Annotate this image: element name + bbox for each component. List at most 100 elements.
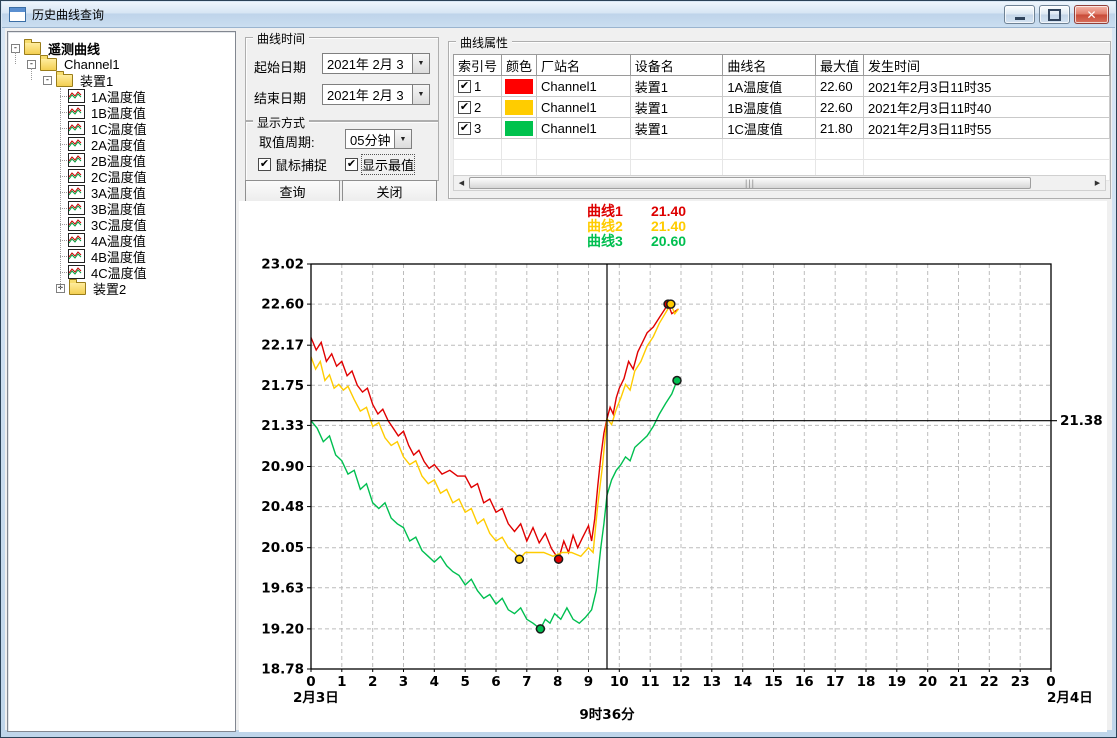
end-date-dropdown-button[interactable]: ▼: [412, 85, 429, 104]
row-checkbox-icon[interactable]: ✔: [458, 101, 471, 114]
x-tick-label: 0: [306, 674, 315, 690]
period-dropdown-button[interactable]: ▼: [394, 130, 411, 148]
device-cell: 装置1: [630, 76, 723, 97]
tree-root-label: 遥测曲线: [46, 39, 102, 58]
folder-open-icon: [24, 42, 41, 55]
chevron-down-icon: ▼: [400, 136, 407, 143]
column-header-2[interactable]: 颜色: [502, 55, 537, 76]
x-tick-label: 12: [672, 674, 691, 690]
history-chart[interactable]: 23.0222.6022.1721.7521.3320.9020.4820.05…: [251, 249, 1111, 731]
tree-connector-stub: [60, 208, 67, 209]
time-cell: 2021年2月3日11时35: [864, 76, 1110, 97]
end-date-label: 结束日期: [254, 88, 306, 107]
tree-connector-stub: [60, 272, 67, 273]
minimize-icon: [1015, 17, 1025, 20]
end-date-combo[interactable]: 2021年 2月 3 ▼: [322, 84, 430, 105]
scroll-thumb[interactable]: |||: [469, 177, 1031, 189]
row-index: 1: [474, 79, 481, 94]
x-tick-label: 15: [764, 674, 783, 690]
index-cell[interactable]: ✔1: [454, 76, 502, 97]
table-empty-row: [454, 139, 1110, 160]
window: 历史曲线查询 ✕ -遥测曲线-Channel1-装置11A温度值1B温度值1C温…: [0, 0, 1117, 738]
close-action-button[interactable]: 关闭: [342, 180, 437, 203]
column-header-6[interactable]: 最大值: [816, 55, 864, 76]
show-extremes-label: 显示最值: [362, 155, 414, 174]
color-swatch: [505, 79, 533, 94]
max-cell: 22.60: [816, 97, 864, 118]
scroll-left-icon: ◀: [459, 179, 464, 187]
period-combo[interactable]: 05分钟 ▼: [345, 129, 412, 149]
x-start-date-label: 2月3日: [293, 690, 339, 706]
curve-icon: [68, 153, 85, 167]
table-row[interactable]: ✔3Channel1装置11C温度值21.802021年2月3日11时55: [454, 118, 1110, 139]
empty-cell: [723, 139, 816, 160]
tree-connector-stub: [60, 176, 67, 177]
tree-item-telemetry-curves[interactable]: -遥测曲线: [8, 40, 235, 56]
legend-name: 曲线1: [587, 204, 643, 219]
group-curve-properties: 曲线属性 索引号颜色厂站名设备名曲线名最大值发生时间✔1Channel1装置11…: [448, 41, 1111, 199]
scroll-left-button[interactable]: ◀: [454, 176, 469, 190]
legend-value: 21.40: [651, 204, 686, 219]
column-header-5[interactable]: 曲线名: [723, 55, 816, 76]
curve-cell: 1A温度值: [723, 76, 816, 97]
chevron-down-icon: ▼: [418, 91, 425, 98]
max-cell: 21.80: [816, 118, 864, 139]
empty-cell: [864, 139, 1110, 160]
color-swatch: [505, 100, 533, 115]
collapse-icon[interactable]: -: [43, 76, 52, 85]
tree-item-device2[interactable]: +装置2: [8, 280, 235, 296]
curve-icon: [68, 121, 85, 135]
column-header-4[interactable]: 设备名: [630, 55, 723, 76]
empty-cell: [537, 139, 631, 160]
query-button[interactable]: 查询: [245, 180, 340, 203]
index-cell[interactable]: ✔3: [454, 118, 502, 139]
empty-cell: [630, 139, 723, 160]
checkbox-icon[interactable]: ✔: [258, 158, 271, 171]
tree-connector-stub: [60, 224, 67, 225]
column-header-7[interactable]: 发生时间: [864, 55, 1110, 76]
properties-table[interactable]: 索引号颜色厂站名设备名曲线名最大值发生时间✔1Channel1装置11A温度值2…: [453, 54, 1110, 181]
show-extremes-checkbox[interactable]: ✔ 显示最值: [345, 155, 414, 174]
close-button[interactable]: ✕: [1074, 5, 1109, 24]
x-end-date-label: 2月4日: [1047, 690, 1093, 706]
tree-connector-stub: [60, 144, 67, 145]
tree-panel[interactable]: -遥测曲线-Channel1-装置11A温度值1B温度值1C温度值2A温度值2B…: [7, 31, 236, 732]
row-checkbox-icon[interactable]: ✔: [458, 80, 471, 93]
curve-icon: [68, 105, 85, 119]
maximize-button[interactable]: [1039, 5, 1070, 24]
table-row[interactable]: ✔2Channel1装置11B温度值22.602021年2月3日11时40: [454, 97, 1110, 118]
tree-connector-stub: [60, 112, 67, 113]
mouse-capture-label: 鼠标捕捉: [275, 155, 327, 174]
x-tick-label: 1: [337, 674, 346, 690]
start-date-dropdown-button[interactable]: ▼: [412, 54, 429, 73]
column-header-1[interactable]: 索引号: [454, 55, 502, 76]
table-row[interactable]: ✔1Channel1装置11A温度值22.602021年2月3日11时35: [454, 76, 1110, 97]
mouse-capture-checkbox[interactable]: ✔ 鼠标捕捉: [258, 155, 327, 174]
station-cell: Channel1: [537, 97, 631, 118]
extreme-marker: [673, 377, 681, 385]
index-cell[interactable]: ✔2: [454, 97, 502, 118]
checkbox-icon[interactable]: ✔: [345, 158, 358, 171]
end-date-value: 2021年 2月 3: [323, 85, 412, 104]
scroll-right-button[interactable]: ▶: [1090, 176, 1105, 190]
color-cell: [502, 118, 537, 139]
row-checkbox-icon[interactable]: ✔: [458, 122, 471, 135]
row-index: 2: [474, 100, 481, 115]
x-tick-label: 8: [553, 674, 562, 690]
minimize-button[interactable]: [1004, 5, 1035, 24]
column-header-3[interactable]: 厂站名: [537, 55, 631, 76]
x-tick-label: 9: [584, 674, 593, 690]
y-tick-label: 22.17: [261, 338, 304, 354]
x-tick-label: 21: [949, 674, 968, 690]
start-date-combo[interactable]: 2021年 2月 3 ▼: [322, 53, 430, 74]
tree-item-channel1[interactable]: -Channel1: [8, 56, 235, 72]
horizontal-scrollbar[interactable]: ◀ ||| ▶: [453, 175, 1106, 191]
x-tick-label: 20: [918, 674, 937, 690]
station-cell: Channel1: [537, 76, 631, 97]
x-tick-label: 7: [522, 674, 531, 690]
group-curve-properties-title: 曲线属性: [456, 34, 512, 51]
scroll-right-icon: ▶: [1095, 179, 1100, 187]
tree-connector-line: [15, 52, 16, 64]
titlebar[interactable]: 历史曲线查询 ✕: [2, 2, 1115, 28]
curve-icon: [68, 169, 85, 183]
